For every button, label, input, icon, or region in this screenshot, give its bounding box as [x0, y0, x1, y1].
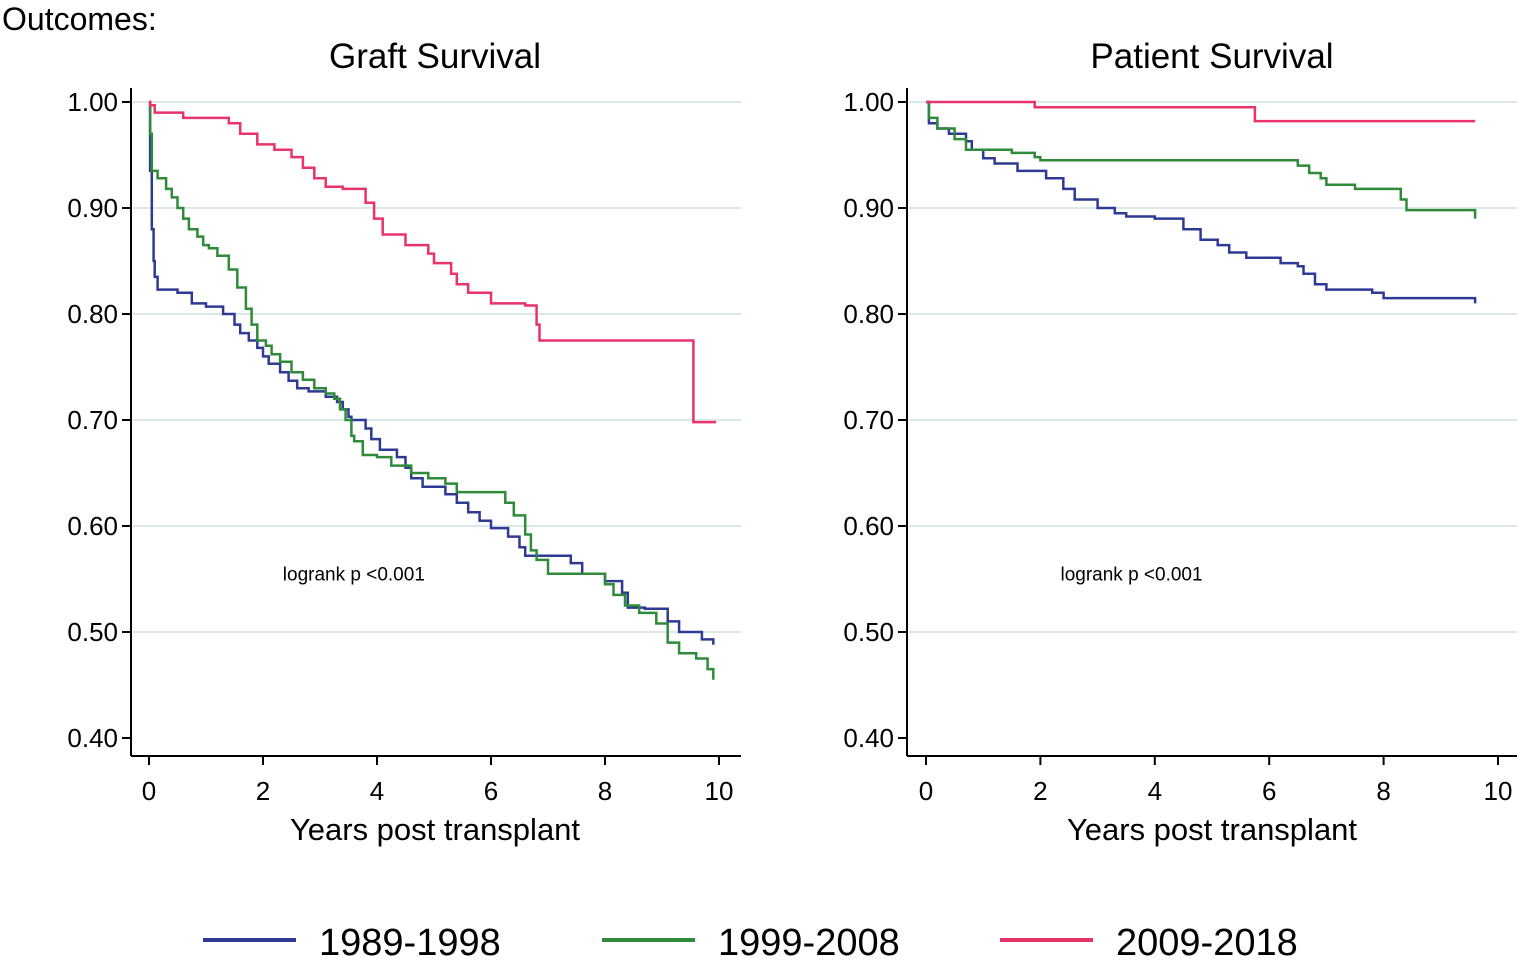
y-tick-label: 0.60	[843, 511, 894, 541]
logrank-annotation: logrank p <0.001	[283, 565, 425, 586]
patient-survival-panel: Patient Survival 0.40 0.50 0.60 0.70 0.80 0.90…	[843, 37, 1517, 847]
y-tick-label: 1.00	[67, 87, 118, 117]
x-tick-label: 0	[142, 776, 156, 806]
panel-title: Graft Survival	[329, 37, 541, 76]
x-axis-title: Years post transplant	[290, 812, 580, 847]
x-tick-label: 10	[1484, 776, 1513, 806]
y-tick-label: 0.90	[843, 193, 894, 223]
x-tick-label: 4	[370, 776, 384, 806]
logrank-annotation: logrank p <0.001	[1060, 565, 1202, 586]
x-tick-label: 8	[598, 776, 612, 806]
y-tick-label: 0.70	[67, 405, 118, 435]
y-tick-label: 0.60	[67, 511, 118, 541]
y-tick-label: 0.80	[67, 299, 118, 329]
y-tick-label: 0.40	[843, 723, 894, 753]
y-tick-label: 1.00	[843, 87, 894, 117]
x-tick-label: 6	[484, 776, 498, 806]
y-tick-label: 0.90	[67, 193, 118, 223]
x-tick-label: 6	[1262, 776, 1276, 806]
x-tick-label: 10	[705, 776, 734, 806]
y-tick-label: 0.80	[843, 299, 894, 329]
graft-survival-panel: Graft Survival 0.40 0.50 0.60 0.70 0.80 0.90 1.…	[67, 37, 741, 847]
x-tick-label: 8	[1376, 776, 1390, 806]
series-line-1999-2008	[148, 100, 715, 680]
legend-label-1999-2008: 1999-2008	[718, 922, 900, 962]
x-axis-title: Years post transplant	[1067, 812, 1357, 847]
series-line-2009-2018	[926, 100, 1476, 123]
series-line-1989-1998	[926, 100, 1477, 304]
series-line-1999-2008	[926, 100, 1477, 219]
series-line-2009-2018	[148, 100, 717, 424]
y-tick-label: 0.70	[843, 405, 894, 435]
figure-heading: Outcomes:	[2, 1, 157, 37]
y-tick-label: 0.50	[67, 617, 118, 647]
y-tick-label: 0.50	[843, 617, 894, 647]
legend-label-2009-2018: 2009-2018	[1116, 922, 1298, 962]
x-tick-label: 0	[919, 776, 933, 806]
x-tick-label: 4	[1148, 776, 1162, 806]
x-tick-label: 2	[1033, 776, 1047, 806]
legend-label-1989-1998: 1989-1998	[319, 922, 501, 962]
panel-title: Patient Survival	[1090, 37, 1333, 76]
legend: 1989-1998 1999-2008 2009-2018	[203, 922, 1298, 962]
x-tick-label: 2	[256, 776, 270, 806]
series-line-1989-1998	[148, 100, 715, 645]
y-tick-label: 0.40	[67, 723, 118, 753]
